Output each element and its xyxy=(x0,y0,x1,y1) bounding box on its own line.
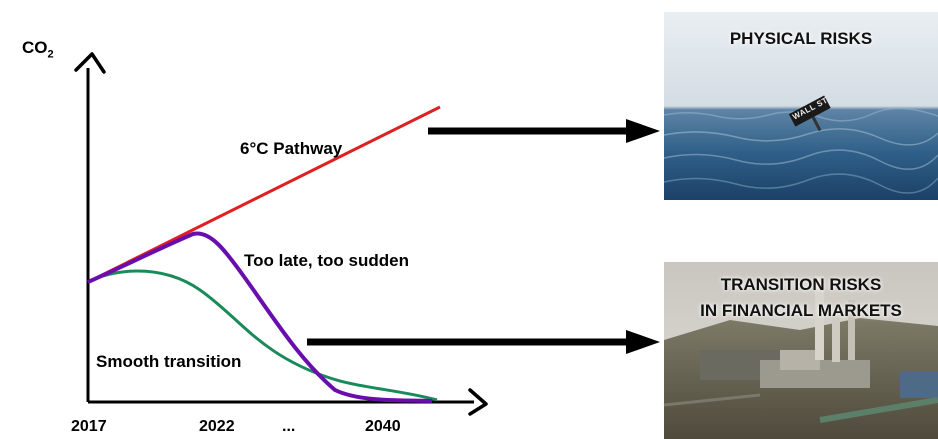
x-axis-arrowhead xyxy=(468,388,488,416)
wall-st-sign-text: WALL ST xyxy=(791,95,830,122)
transition-risks-panel: TRANSITION RISKS IN FINANCIAL MARKETS xyxy=(664,262,938,439)
x-tick-2040: 2040 xyxy=(365,418,401,435)
smooth-transition-label: Smooth transition xyxy=(96,352,242,371)
too-late-curve xyxy=(87,231,433,403)
y-axis-label: CO2 xyxy=(22,38,54,60)
x-tick-2022: 2022 xyxy=(199,418,235,435)
physical-risks-title: PHYSICAL RISKS xyxy=(729,29,873,48)
arrow-to-physical-risks xyxy=(428,119,660,143)
transition-risks-title-line1: TRANSITION RISKS xyxy=(720,275,882,294)
y-axis-label-text: CO xyxy=(22,38,48,57)
physical-risks-image xyxy=(663,12,938,200)
y-axis-label-subscript: 2 xyxy=(47,48,54,61)
smooth-transition-curve xyxy=(87,269,438,402)
y-axis-arrowhead xyxy=(74,52,106,74)
x-tick-2017: 2017 xyxy=(71,418,107,435)
too-late-label: Too late, too sudden xyxy=(244,251,409,270)
x-tick-ellipsis: ... xyxy=(282,418,296,435)
transition-risks-title-line2: IN FINANCIAL MARKETS xyxy=(700,301,902,320)
physical-risks-panel: PHYSICAL RISKS WALL ST xyxy=(664,12,938,200)
transition-risks-image xyxy=(663,262,938,439)
arrow-to-transition-risks xyxy=(307,330,660,354)
wall-st-sign xyxy=(788,95,831,127)
pathway-6c-label: 6°C Pathway xyxy=(240,139,343,158)
